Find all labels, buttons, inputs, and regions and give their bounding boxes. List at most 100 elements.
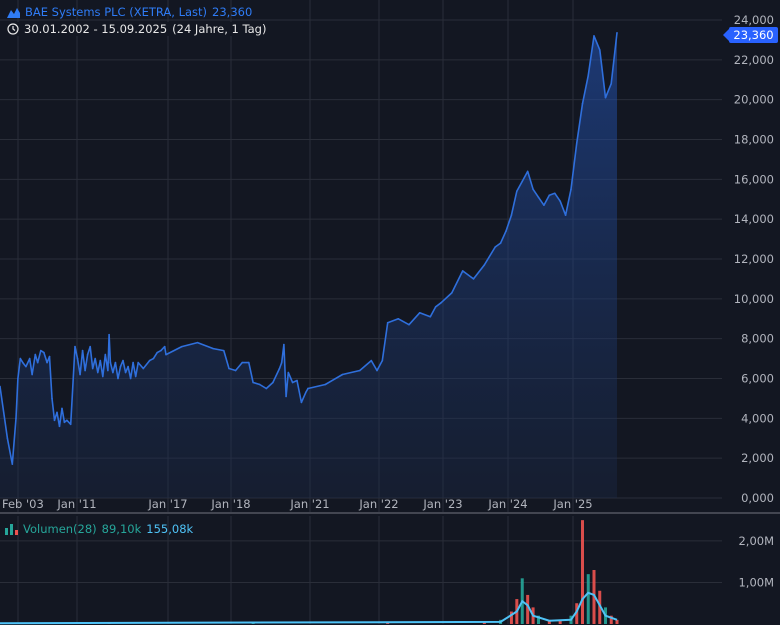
price-point — [252, 381, 254, 384]
volume-bar — [615, 619, 619, 624]
volume-value-1: 89,10k — [101, 522, 142, 536]
price-point — [109, 361, 112, 364]
price-point — [341, 373, 344, 376]
price-point — [56, 411, 58, 414]
price-point — [516, 190, 518, 193]
price-point — [74, 345, 76, 348]
volume-bar — [526, 594, 530, 624]
price-point — [61, 407, 63, 410]
price-point — [53, 419, 56, 422]
price-point — [587, 74, 590, 77]
volume-bar — [592, 570, 596, 624]
price-point — [280, 361, 283, 364]
x-tick-label: Jan '21 — [289, 497, 329, 511]
price-point — [79, 373, 81, 376]
price-point — [40, 349, 42, 352]
price-line[interactable] — [0, 32, 618, 465]
volume-bar — [575, 603, 579, 624]
x-tick-label: Jan '24 — [487, 497, 527, 511]
date-range: 30.01.2002 - 15.09.2025 — [24, 22, 168, 36]
price-point — [553, 192, 556, 195]
price-point — [559, 200, 561, 203]
price-point — [472, 278, 475, 280]
y-tick-label: 8,000 — [741, 332, 774, 346]
y-tick-label: 24,000 — [734, 13, 774, 27]
volume-tick-label: 2,00M — [738, 534, 774, 548]
y-tick-label: 22,000 — [734, 53, 774, 67]
price-point — [222, 349, 225, 352]
volume-bar — [558, 619, 562, 624]
volume-bar — [509, 611, 513, 624]
price-point — [610, 82, 613, 85]
price-point — [408, 323, 410, 326]
price-point — [132, 361, 134, 364]
price-point — [124, 371, 127, 374]
price-point — [593, 35, 595, 37]
price-point — [165, 353, 167, 356]
price-point — [300, 401, 303, 404]
volume-bar — [598, 590, 602, 624]
price-point — [129, 377, 132, 380]
price-point — [564, 214, 567, 216]
volume-bar — [482, 621, 486, 624]
price-point — [543, 204, 545, 207]
y-tick-label: 12,000 — [734, 252, 774, 266]
price-point — [285, 395, 287, 398]
price-point — [228, 367, 230, 370]
price-point — [117, 377, 119, 380]
y-tick-label: 14,000 — [734, 212, 774, 226]
price-point — [36, 361, 39, 364]
price-point — [19, 357, 22, 360]
x-tick-label: Jan '11 — [56, 497, 96, 511]
price-point — [386, 321, 389, 324]
price-point — [86, 353, 89, 356]
price-point — [234, 369, 237, 372]
date-range-legend: 30.01.2002 - 15.09.2025 (24 Jahre, 1 Tag… — [7, 22, 271, 36]
price-point — [25, 365, 27, 368]
chart-legend-title: BAE Systems PLC (XETRA, Last) 23,360 — [7, 5, 252, 19]
price-point — [575, 142, 578, 145]
price-point — [22, 361, 24, 364]
price-point — [296, 379, 298, 382]
price-point — [160, 349, 162, 352]
price-point — [142, 367, 145, 370]
volume-label: Volumen(28) — [23, 522, 97, 536]
price-point — [51, 397, 53, 400]
price-point — [31, 373, 33, 376]
volume-bar — [586, 574, 590, 624]
volume-bar — [537, 615, 540, 624]
x-tick-label: Feb '03 — [2, 497, 44, 511]
mountain-chart-icon — [7, 7, 20, 18]
price-point — [434, 306, 437, 308]
price-point — [66, 419, 68, 422]
price-point — [548, 194, 551, 197]
volume-value-2: 155,08k — [146, 522, 194, 536]
price-point — [537, 196, 540, 199]
y-tick-label: 6,000 — [741, 372, 774, 386]
price-point — [156, 351, 158, 354]
price-point — [17, 377, 19, 380]
price-point — [370, 359, 373, 362]
date-duration: (24 Jahre, 1 Tag) — [172, 22, 267, 36]
price-point — [76, 357, 79, 360]
y-tick-label: 10,000 — [734, 292, 774, 306]
price-point — [122, 359, 124, 362]
price-point — [418, 311, 421, 314]
clock-icon — [7, 23, 19, 35]
price-area-fill — [0, 32, 617, 498]
price-point — [48, 355, 51, 358]
price-point — [272, 381, 274, 384]
price-point — [307, 387, 309, 390]
price-point — [324, 383, 327, 386]
price-point — [180, 345, 183, 348]
x-tick-label: Jan '25 — [552, 497, 592, 511]
price-point — [258, 383, 261, 386]
bar-chart-icon — [5, 523, 18, 535]
price-point — [604, 96, 607, 99]
price-point — [397, 317, 400, 320]
price-point — [241, 361, 243, 364]
price-point — [6, 437, 9, 440]
price-point — [429, 315, 432, 318]
price-point — [43, 351, 45, 354]
